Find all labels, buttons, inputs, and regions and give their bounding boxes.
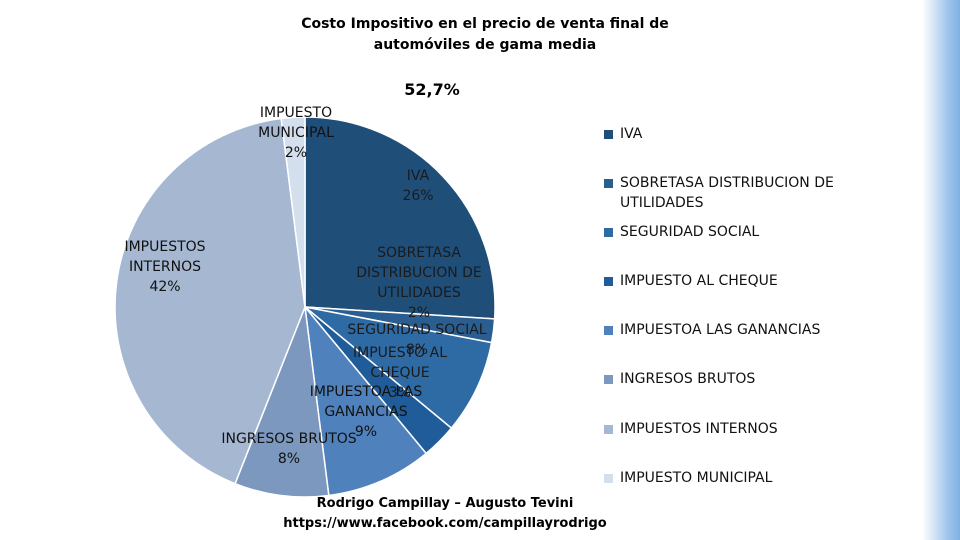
legend-label: IMPUESTOA LAS GANANCIAS bbox=[620, 322, 821, 338]
legend-label: SEGURIDAD SOCIAL bbox=[620, 224, 760, 240]
credits: Rodrigo Campillay – Augusto Tevini https… bbox=[255, 494, 635, 534]
legend-item-ganancias: IMPUESTOA LAS GANANCIAS bbox=[604, 320, 864, 340]
data-label-impuesto-municipal: IMPUESTO MUNICIPAL 2% bbox=[258, 105, 334, 161]
legend-item-impuesto-al-cheque: IMPUESTO AL CHEQUE bbox=[604, 271, 864, 291]
pie-slice-impuestoa-las-ganancias bbox=[303, 304, 428, 497]
legend-item-iva: IVA bbox=[604, 124, 864, 144]
legend-label: IMPUESTOS INTERNOS bbox=[620, 421, 778, 437]
data-label-impuestos-internos: IMPUESTOS INTERNOS 42% bbox=[124, 239, 205, 295]
credits-url: https://www.facebook.com/campillayrodrig… bbox=[283, 516, 607, 531]
pie-slice-impuesto-municipal bbox=[280, 116, 306, 308]
legend-label: IVA bbox=[620, 126, 643, 142]
data-label-iva: IVA 26% bbox=[402, 168, 433, 204]
legend-swatch bbox=[604, 375, 613, 384]
credits-authors: Rodrigo Campillay – Augusto Tevini bbox=[316, 496, 574, 511]
data-label-impuestoa-las-ganancias: IMPUESTOA LAS GANANCIAS 9% bbox=[310, 384, 423, 440]
pie-slice-iva bbox=[304, 116, 496, 320]
data-label-impuesto-al-cheque: IMPUESTO AL CHEQUE 3% bbox=[353, 345, 447, 401]
legend-swatch bbox=[604, 277, 613, 286]
pie-slice-ingresos-brutos bbox=[234, 306, 330, 498]
legend-label: IMPUESTO AL CHEQUE bbox=[620, 273, 778, 289]
pie-slice-seguridad-social bbox=[304, 306, 493, 430]
data-label-seguridad-social: SEGURIDAD SOCIAL 8% bbox=[347, 322, 486, 358]
pie-slice-impuestos-internos bbox=[114, 117, 306, 485]
pie-chart: IVA 26% SOBRETASA DISTRIBUCION DE UTILIDADES… bbox=[114, 105, 496, 498]
legend-label: IMPUESTO MUNICIPAL bbox=[620, 470, 773, 486]
legend-item-seguridad-social: SEGURIDAD SOCIAL bbox=[604, 222, 864, 242]
legend-item-sobretasa: SOBRETASA DISTRIBUCION DE UTILIDADES bbox=[604, 173, 864, 213]
chart-title: Costo Impositivo en el precio de venta f… bbox=[301, 16, 669, 53]
legend-item-impuestos-internos: IMPUESTOS INTERNOS bbox=[604, 419, 864, 439]
chart-subtitle: 52,7% bbox=[404, 80, 460, 99]
pie-slices bbox=[114, 116, 496, 498]
decorative-side-bar bbox=[922, 0, 960, 540]
legend-label: INGRESOS BRUTOS bbox=[620, 371, 756, 387]
legend-label: SOBRETASA DISTRIBUCION DE UTILIDADES bbox=[620, 175, 834, 211]
legend-item-ingresos-brutos: INGRESOS BRUTOS bbox=[604, 369, 864, 389]
pie-data-labels: IVA 26% SOBRETASA DISTRIBUCION DE UTILIDADES… bbox=[124, 105, 486, 467]
data-label-ingresos-brutos: INGRESOS BRUTOS 8% bbox=[221, 431, 356, 467]
legend-swatch bbox=[604, 326, 613, 335]
legend-swatch bbox=[604, 228, 613, 237]
legend-swatch bbox=[604, 474, 613, 483]
legend-item-impuesto-municipal: IMPUESTO MUNICIPAL bbox=[604, 468, 864, 488]
data-label-sobretasa-distribucion-de-utilidades: SOBRETASA DISTRIBUCION DE UTILIDADES 2% bbox=[356, 245, 482, 321]
legend-swatch bbox=[604, 425, 613, 434]
legend-swatch bbox=[604, 130, 613, 139]
legend-swatch bbox=[604, 179, 613, 188]
